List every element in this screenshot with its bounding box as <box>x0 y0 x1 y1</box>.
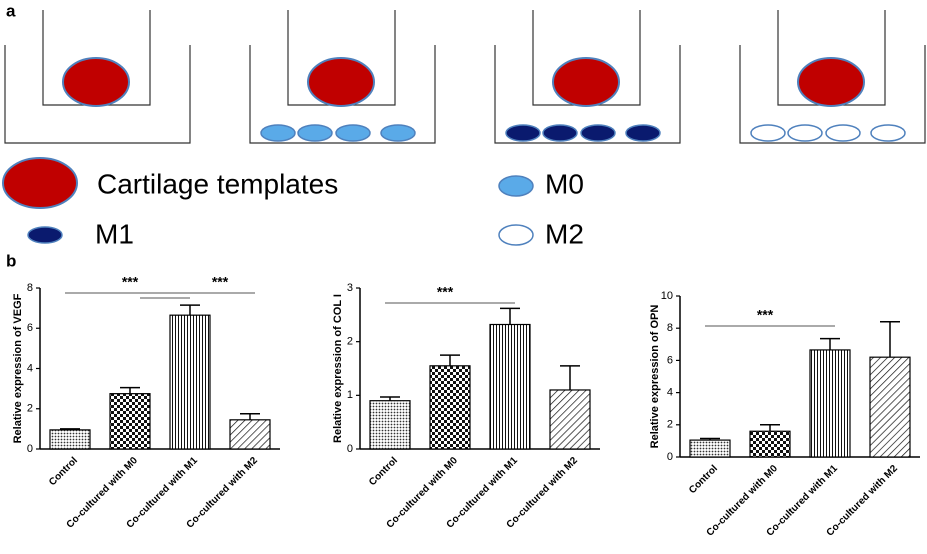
cartilage-template <box>307 57 375 107</box>
y-tick-label: 4 <box>27 362 33 374</box>
legend-swatch <box>2 157 78 209</box>
y-tick-label: 8 <box>27 282 33 294</box>
macrophage <box>297 124 333 142</box>
bar <box>489 323 531 450</box>
error-bar <box>880 321 900 358</box>
bar <box>809 349 851 458</box>
y-axis-label: Relative expression of OPN <box>649 305 661 449</box>
bar <box>869 356 911 458</box>
well <box>249 45 436 144</box>
well <box>494 45 681 144</box>
legend-swatch <box>498 175 534 197</box>
bar <box>689 439 731 458</box>
error-bar <box>180 304 200 316</box>
macrophage <box>825 124 861 142</box>
y-tick-label: 1 <box>347 389 353 401</box>
cartilage-template <box>62 57 130 107</box>
macrophage <box>750 124 786 142</box>
macrophage <box>625 124 661 142</box>
y-axis-label: Relative expression of VEGF <box>12 293 24 443</box>
x-tick-label: Control <box>687 463 720 496</box>
y-tick-label: 2 <box>667 419 673 431</box>
macrophage <box>380 124 416 142</box>
legend-label: M0 <box>545 168 584 199</box>
error-bar <box>380 396 400 401</box>
error-bar <box>760 424 780 432</box>
error-bar <box>240 413 260 420</box>
bar <box>369 400 411 450</box>
cartilage-template <box>552 57 620 107</box>
x-tick-label: Control <box>47 455 80 488</box>
error-bar <box>120 386 140 394</box>
macrophage <box>542 124 578 142</box>
error-bar <box>700 437 720 441</box>
y-tick-label: 0 <box>27 443 33 455</box>
bar <box>229 419 271 450</box>
macrophage <box>260 124 296 142</box>
y-tick-label: 0 <box>347 443 353 455</box>
x-tick-label: Control <box>367 455 400 488</box>
panel-label: b <box>6 251 16 270</box>
legend-label: M1 <box>95 218 134 249</box>
cartilage-template <box>797 57 865 107</box>
macrophage <box>580 124 616 142</box>
well <box>739 45 926 144</box>
bar <box>169 314 211 450</box>
y-tick-label: 6 <box>667 354 673 366</box>
bar <box>49 429 91 450</box>
error-bar <box>60 428 80 430</box>
macrophage <box>787 124 823 142</box>
significance-label: *** <box>212 274 229 290</box>
error-bar <box>560 365 580 390</box>
legend-swatch <box>498 224 534 246</box>
macrophage <box>505 124 541 142</box>
bar <box>429 365 471 450</box>
error-bar <box>440 354 460 366</box>
error-bar <box>820 337 840 350</box>
panel-label: a <box>6 1 16 20</box>
legend-swatch <box>27 226 63 244</box>
y-axis-label: Relative expression of COL I <box>332 294 344 443</box>
error-bar <box>500 307 520 325</box>
y-tick-label: 8 <box>667 322 673 334</box>
bar <box>749 430 791 458</box>
y-tick-label: 6 <box>27 322 33 334</box>
significance-label: *** <box>437 284 454 300</box>
macrophage <box>335 124 371 142</box>
y-tick-label: 10 <box>661 290 673 302</box>
significance-label: *** <box>757 307 774 323</box>
y-tick-label: 2 <box>347 336 353 348</box>
legend-label: Cartilage templates <box>97 168 338 199</box>
bar <box>549 389 591 450</box>
y-tick-label: 4 <box>667 387 673 399</box>
well <box>4 45 191 144</box>
bar <box>109 393 151 450</box>
y-tick-label: 3 <box>347 282 353 294</box>
macrophage <box>870 124 906 142</box>
significance-label: *** <box>122 274 139 290</box>
y-tick-label: 0 <box>667 451 673 463</box>
legend-label: M2 <box>545 218 584 249</box>
y-tick-label: 2 <box>27 403 33 415</box>
